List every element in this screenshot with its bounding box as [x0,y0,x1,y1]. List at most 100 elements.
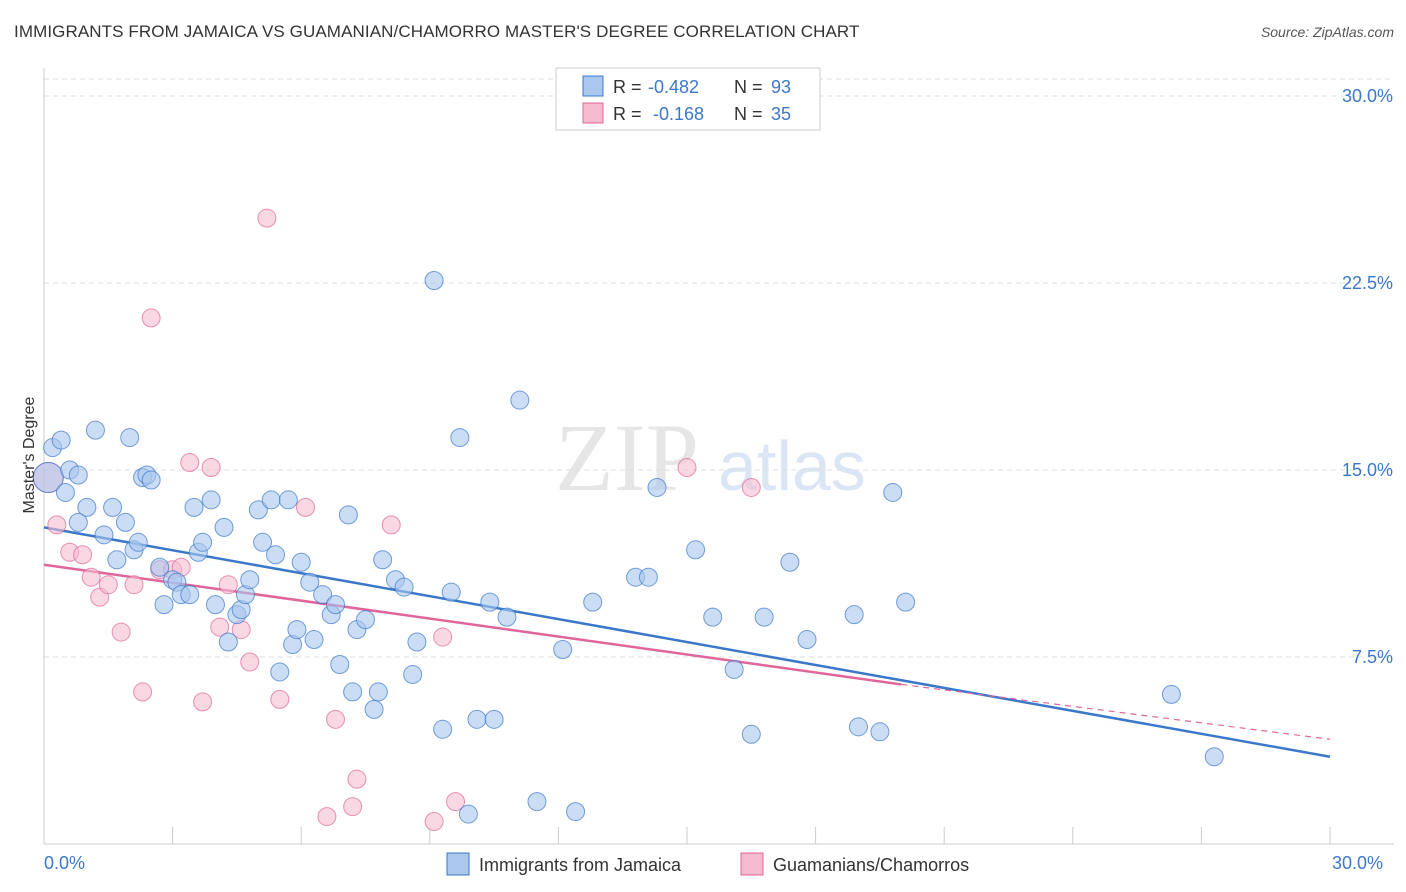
jamaica-point [741,724,761,744]
guamanian-point [124,575,144,595]
guamanian-point [741,477,761,497]
guamanian-point [193,692,213,712]
axes [43,68,1394,845]
jamaica-point [424,271,444,291]
guamanian-point [201,458,221,478]
jamaica-point [553,640,573,660]
guamanian-point [257,208,277,228]
legend-n-label-2: N = [734,104,763,124]
jamaica-point [497,607,517,627]
guamanian-point [98,575,118,595]
watermark-atlas: atlas [718,427,866,505]
guamanian-point [677,458,697,478]
jamaica-point [844,605,864,625]
guamanian-point [133,682,153,702]
legend-swatch-guamanian [582,102,604,124]
jamaica-point [527,792,547,812]
jamaica-point [373,550,393,570]
guamanian-trend-line [43,563,902,686]
jamaica-point [94,525,114,545]
guamanian-point [180,453,200,473]
y-tick-label: 15.0% [1342,460,1393,480]
y-tick-label: 30.0% [1342,86,1393,106]
jamaica-point [638,567,658,587]
jamaica-point [193,532,213,552]
jamaica-point [647,477,667,497]
jamaica-point [103,497,123,517]
bottom-legend-label-jamaica: Immigrants from Jamaica [479,855,682,875]
guamanian-point [47,515,67,535]
legend-n-value-1: 93 [771,77,791,97]
jamaica-point [338,505,358,525]
jamaica-point [261,490,281,510]
guamanian-point [210,617,230,637]
jamaica-trend-line [43,526,1331,758]
legend-r-value-2: -0.168 [653,104,704,124]
jamaica-point [68,465,88,485]
watermark: ZIP atlas [555,404,866,511]
jamaica-point [218,632,238,652]
guamanian-point [433,627,453,647]
guamanian-point [73,545,93,565]
jamaica-point [703,607,723,627]
guamanian-point [424,812,444,832]
jamaica-point [566,802,586,822]
jamaica-point [180,585,200,605]
jamaica-point [896,592,916,612]
jamaica-point [278,490,298,510]
jamaica-point [1204,747,1224,767]
jamaica-point [154,595,174,615]
series-jamaica-points [32,271,1224,824]
guamanian-point [317,807,337,827]
series-guamanians-points [32,208,761,832]
guamanian-point [270,689,290,709]
guamanian-point [381,515,401,535]
legend-n-value-2: 35 [771,104,791,124]
jamaica-point [394,577,414,597]
jamaica-point [330,654,350,674]
bottom-legend-swatch-jamaica [446,852,470,876]
guamanian-point [81,567,101,587]
jamaica-point [356,610,375,630]
jamaica-point [55,482,75,502]
guamanian-point [218,575,238,595]
jamaica-point [780,552,800,572]
jamaica-point [214,517,234,537]
legend-r-value-1: -0.482 [648,77,699,97]
jamaica-point [686,540,706,560]
source-label: Source: ZipAtlas.com [1260,24,1394,40]
legend-r-label-2: R = [613,104,642,124]
jamaica-point [325,595,345,615]
jamaica-point [480,592,500,612]
jamaica-point [467,709,487,729]
jamaica-point [291,552,311,572]
guamanian-point [111,622,131,642]
jamaica-point [265,545,285,565]
trend-lines [43,526,1331,758]
jamaica-point [583,592,603,612]
stats-legend: R = -0.482 N = 93 R = -0.168 N = 35 [555,67,821,131]
jamaica-point [403,664,423,684]
chart-title: IMMIGRANTS FROM JAMAICA VS GUAMANIAN/CHA… [14,22,860,41]
jamaica-point [343,682,363,702]
jamaica-point [300,572,320,592]
jamaica-point [407,632,427,652]
jamaica-point [32,461,64,493]
jamaica-point [240,570,260,590]
jamaica-point [313,585,333,605]
legend-n-label-1: N = [734,77,763,97]
y-tick-label: 22.5% [1342,273,1393,293]
guamanian-point [141,308,161,328]
jamaica-point [115,512,135,532]
jamaica-point [433,719,453,739]
jamaica-point [253,532,273,552]
jamaica-point [1161,684,1181,704]
guamanian-point [343,797,363,817]
jamaica-point [754,607,774,627]
jamaica-point [201,490,221,510]
jamaica-point [484,709,504,729]
jamaica-point [450,428,470,448]
jamaica-point [184,497,204,517]
jamaica-point [848,717,868,737]
